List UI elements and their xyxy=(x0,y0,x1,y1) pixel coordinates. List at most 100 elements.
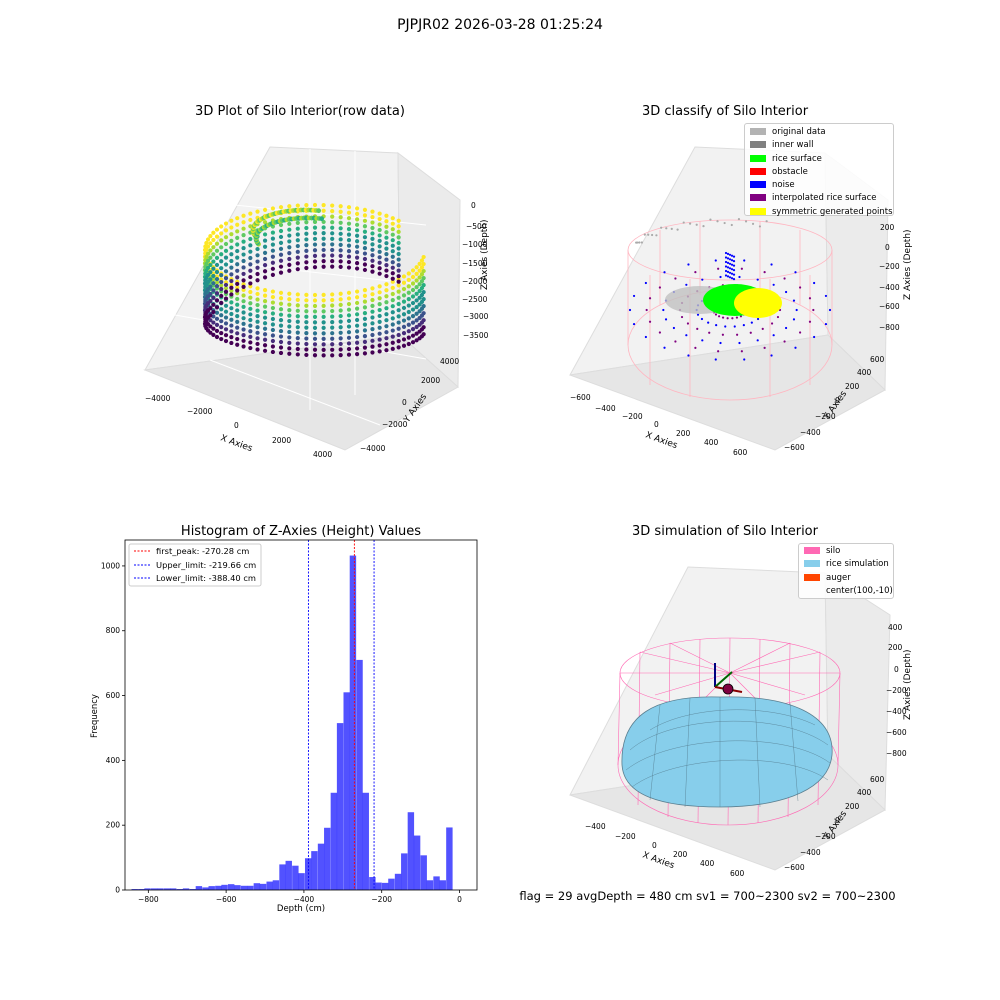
raw-point xyxy=(414,291,419,296)
raw-point xyxy=(312,292,318,298)
classified-point xyxy=(662,308,665,312)
svg-text:−600: −600 xyxy=(784,863,805,872)
y-tick-label: 1000 xyxy=(101,561,120,570)
y-tick-label: 600 xyxy=(106,691,121,700)
raw-point xyxy=(346,265,352,270)
raw-point xyxy=(338,336,343,341)
raw-point xyxy=(377,244,382,249)
panel1-points xyxy=(202,202,426,358)
raw-point xyxy=(330,320,335,325)
noise-point xyxy=(726,275,730,278)
classified-point xyxy=(772,283,775,286)
classified-point xyxy=(645,308,648,312)
panel2-xlabel: X Axies xyxy=(644,430,679,451)
histogram-bar xyxy=(131,889,138,890)
raw-point xyxy=(304,330,309,336)
raw-point xyxy=(390,304,395,309)
raw-point xyxy=(354,206,360,211)
noise-point xyxy=(728,276,732,279)
raw-point xyxy=(370,242,375,247)
legend-entry: symmetric generated points xyxy=(750,206,893,219)
raw-point xyxy=(330,231,335,236)
raw-point xyxy=(262,304,268,309)
svg-text:−200: −200 xyxy=(886,686,907,695)
raw-point xyxy=(319,216,325,222)
histogram-bars xyxy=(131,555,453,890)
histogram-bar xyxy=(388,878,395,890)
raw-point xyxy=(219,325,224,330)
raw-point xyxy=(255,253,260,258)
svg-text:−200: −200 xyxy=(879,262,900,271)
raw-point xyxy=(321,331,326,336)
histogram-frame xyxy=(124,539,478,891)
x-tick-label: −600 xyxy=(216,895,237,904)
raw-point xyxy=(229,311,234,317)
raw-point xyxy=(401,331,407,336)
raw-point xyxy=(354,323,360,328)
raw-point xyxy=(354,295,360,300)
raw-point xyxy=(396,301,401,307)
raw-point xyxy=(406,303,411,308)
raw-point xyxy=(346,335,352,340)
raw-point xyxy=(270,305,276,311)
histogram-bar xyxy=(176,889,184,890)
raw-point xyxy=(390,316,395,321)
raw-point xyxy=(278,328,284,334)
raw-point xyxy=(417,288,422,294)
noise-point xyxy=(724,265,728,268)
panel2-xticks: −600 −400 −200 0 200 400 600 xyxy=(570,393,748,457)
raw-point xyxy=(248,274,253,280)
svg-text:0: 0 xyxy=(894,665,899,674)
raw-point xyxy=(295,325,300,330)
noise-point xyxy=(724,260,728,264)
noise-point xyxy=(732,273,736,276)
raw-point xyxy=(362,316,368,321)
raw-point xyxy=(354,340,360,345)
svg-text:0: 0 xyxy=(885,243,890,252)
svg-text:−4000: −4000 xyxy=(145,394,171,403)
raw-point xyxy=(241,220,246,225)
raw-point xyxy=(208,298,213,304)
svg-text:2000: 2000 xyxy=(272,436,291,445)
svg-text:−400: −400 xyxy=(879,283,900,292)
classified-point xyxy=(808,297,812,300)
histogram-bar xyxy=(317,843,325,890)
svg-text:−2000: −2000 xyxy=(382,420,408,429)
raw-point xyxy=(362,213,368,218)
classified-point xyxy=(824,322,828,326)
raw-point xyxy=(255,336,260,341)
raw-point xyxy=(312,353,318,358)
raw-point xyxy=(208,241,213,246)
raw-point xyxy=(219,300,224,305)
raw-point xyxy=(248,289,253,295)
raw-point xyxy=(208,248,213,253)
svg-text:−1500: −1500 xyxy=(462,259,488,268)
raw-point xyxy=(241,316,246,321)
svg-text:−500: −500 xyxy=(466,222,487,231)
raw-point xyxy=(295,220,300,226)
raw-point xyxy=(278,296,284,301)
raw-point xyxy=(304,325,309,330)
raw-point xyxy=(211,326,216,331)
raw-point xyxy=(223,303,229,308)
raw-point xyxy=(211,320,216,325)
raw-point xyxy=(229,278,234,284)
raw-point xyxy=(235,222,240,227)
histogram-legend: first_peak: -270.28 cm Upper_limit: -219… xyxy=(128,543,262,587)
raw-point xyxy=(312,298,318,303)
raw-point xyxy=(219,273,224,278)
raw-point xyxy=(208,291,213,296)
noise-point xyxy=(732,269,736,272)
raw-point xyxy=(229,218,234,223)
classified-point xyxy=(687,263,690,266)
raw-point xyxy=(304,303,309,308)
noise-point xyxy=(732,264,736,267)
raw-point xyxy=(390,265,395,270)
raw-point xyxy=(255,341,260,347)
raw-point xyxy=(401,324,407,329)
raw-point xyxy=(321,314,326,319)
histogram-bar xyxy=(330,792,338,890)
panel1-xticks: −4000 −2000 0 2000 4000 xyxy=(145,394,332,459)
histogram-bar xyxy=(144,888,151,890)
classified-point xyxy=(686,322,690,325)
